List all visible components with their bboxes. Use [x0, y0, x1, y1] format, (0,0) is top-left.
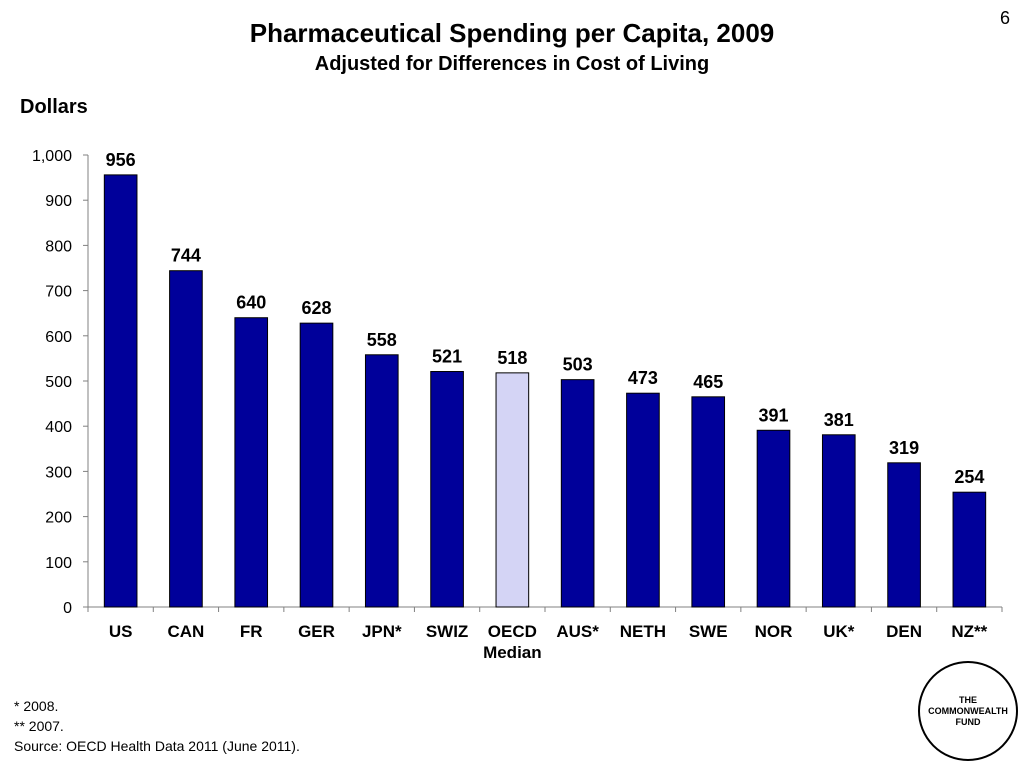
x-tick-label: AUS*: [556, 622, 599, 641]
y-tick-label: 400: [45, 419, 72, 436]
data-label: 503: [563, 355, 593, 375]
y-tick-label: 300: [45, 464, 72, 481]
data-label: 473: [628, 368, 658, 388]
x-tick-label: NZ**: [951, 622, 987, 641]
data-label: 518: [497, 348, 527, 368]
bar-uk-: [821, 434, 856, 608]
data-label: 628: [301, 298, 331, 318]
x-tick-label: DEN: [886, 622, 922, 641]
bar-oecd-median: [495, 372, 530, 608]
y-tick-label: 600: [45, 329, 72, 346]
bar-swiz: [430, 371, 464, 608]
x-tick-label: NOR: [755, 622, 793, 641]
x-tick-label: Median: [483, 643, 542, 662]
data-label: 391: [758, 405, 788, 425]
logo-line-2: COMMONWEALTH: [928, 705, 1008, 716]
source-note: Source: OECD Health Data 2011 (June 2011…: [14, 738, 300, 754]
data-label: 319: [889, 438, 919, 458]
bar-swe: [691, 396, 726, 608]
data-label: 521: [432, 347, 462, 367]
bar-us: [103, 174, 138, 608]
data-label: 381: [824, 410, 854, 430]
y-axis-label: Dollars: [20, 96, 88, 118]
bar-ger: [299, 322, 334, 608]
data-label: 640: [236, 293, 266, 313]
y-tick-label: 700: [45, 284, 72, 301]
y-tick-label: 800: [45, 238, 72, 255]
data-label: 558: [367, 330, 397, 350]
y-tick-label: 900: [45, 193, 72, 210]
bar-neth: [626, 392, 660, 608]
page-number: 6: [999, 8, 1010, 28]
x-tick-label: SWIZ: [426, 622, 469, 641]
x-tick-label: JPN*: [362, 622, 402, 641]
bar-aus-: [560, 379, 595, 608]
x-tick-label: OECD: [488, 622, 537, 641]
bar-can: [169, 270, 203, 608]
x-tick-label: FR: [240, 622, 263, 641]
x-tick-label: US: [109, 622, 133, 641]
x-tick-label: SWE: [689, 622, 728, 641]
data-label: 744: [171, 246, 201, 266]
chart-title: Pharmaceutical Spending per Capita, 2009: [249, 18, 775, 48]
bar-fr: [234, 317, 269, 608]
x-tick-label: GER: [298, 622, 335, 641]
y-tick-label: 200: [45, 510, 72, 527]
x-tick-label: UK*: [823, 622, 855, 641]
bar-nz-: [952, 491, 987, 608]
commonwealth-fund-logo: THE COMMONWEALTH FUND: [918, 661, 1018, 761]
logo-line-3: FUND: [955, 716, 981, 727]
footnote-2008: * 2008.: [14, 698, 59, 714]
footnote-2007: ** 2007.: [14, 718, 64, 734]
data-label: 956: [106, 150, 136, 170]
data-label: 465: [693, 372, 723, 392]
y-tick-label: 500: [45, 374, 72, 391]
y-tick-label: 1,000: [32, 148, 72, 165]
footnotes: * 2008. ** 2007. Source: OECD Health Dat…: [14, 696, 300, 756]
x-tick-label: NETH: [620, 622, 666, 641]
x-tick-label: CAN: [168, 622, 205, 641]
chart-subtitle: Adjusted for Differences in Cost of Livi…: [314, 53, 710, 75]
bar-nor: [756, 429, 791, 608]
y-tick-label: 0: [63, 600, 72, 617]
bar-jpn-: [364, 354, 399, 608]
y-tick-label: 100: [45, 555, 72, 572]
bar-den: [887, 462, 921, 608]
logo-line-1: THE: [958, 694, 977, 705]
data-label: 254: [954, 467, 984, 487]
